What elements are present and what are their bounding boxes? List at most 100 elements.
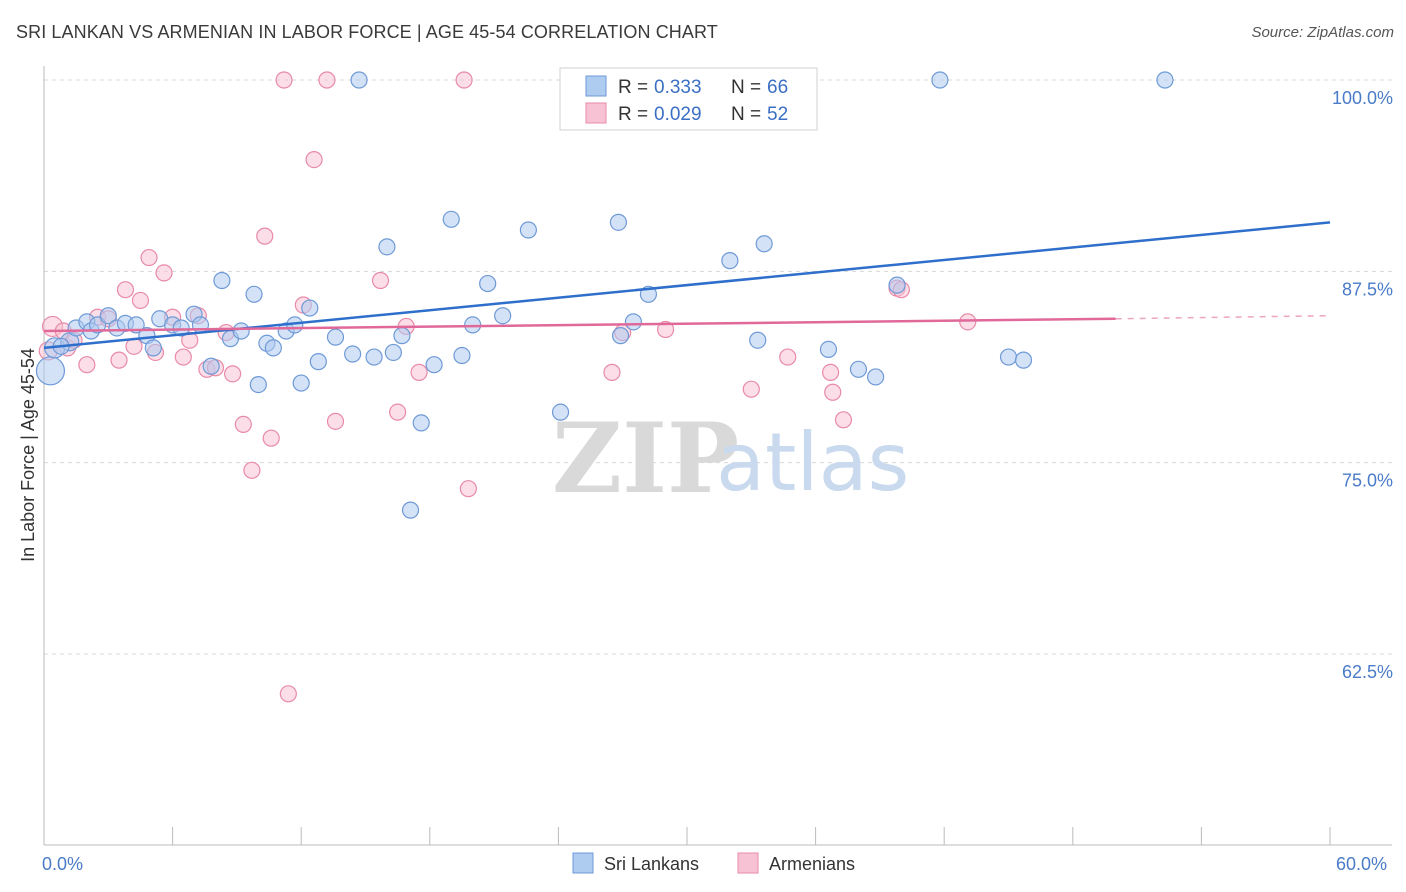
sri-lankan-point-42 [453,346,471,365]
sri-lankan-point-34 [365,348,383,366]
sri-lankan-point-25 [264,339,282,357]
sri-lankan-point-29 [301,299,319,317]
sri-lankan-point-31 [326,328,345,346]
legend-swatch-blue [585,75,607,97]
sri-lankan-point-55 [755,235,773,253]
legend-n-value-blue: 66 [767,77,788,98]
bottom-legend-swatch-pink [737,852,759,874]
armenian-point-48 [834,411,853,429]
sri-lankan-point-38 [401,501,420,519]
armenian-point-42 [656,320,675,339]
sri-lankan-point-53 [721,252,739,270]
legend: R = 0.333 N = 66 R = 0.029 N = 52 [559,67,818,131]
armenian-point-50 [959,313,977,331]
axes [43,66,1392,846]
armenian-point-33 [371,271,390,290]
sri-lankan-point-50 [611,327,630,345]
armenian-point-46 [822,363,840,381]
armenian-point-34 [389,403,407,421]
sri-lankan-point-32 [344,345,362,363]
armenian-point-25 [256,227,274,245]
sri-lankan-point-30 [309,353,327,371]
armenian-point-16 [174,348,192,366]
sri-lankan-point-49 [609,213,628,231]
source-credit: Source: ZipAtlas.com [1251,24,1394,41]
sri-lankan-point-22 [245,285,263,303]
x-tick-label-max: 60.0% [1336,854,1387,874]
bottom-legend-armenians: Armenians [769,854,855,874]
sri-lankan-point-12 [144,339,162,357]
sri-lankan-point-7 [99,307,117,325]
armenian-point-40 [603,363,621,381]
armenian-point-22 [224,365,242,383]
sri-lankan-point-59 [867,368,885,386]
sri-lankans-trend-line [43,221,1331,350]
bottom-legend: Sri Lankans Armenians [572,852,855,874]
sri-lankan-point-36 [384,343,402,362]
armenian-point-26 [262,429,280,447]
sri-lankan-point-64 [1156,71,1174,89]
armenian-point-28 [279,685,297,703]
sri-lankan-point-18 [202,357,220,375]
legend-n-value-pink: 52 [767,104,788,125]
watermark-atlas: atlas [716,416,909,509]
sri-lankan-point-62 [999,348,1018,366]
legend-n-label-pink: N = [731,104,761,125]
sri-lankan-point-39 [412,414,430,432]
armenian-point-30 [305,150,323,169]
legend-n-label-blue: N = [731,77,761,98]
watermark: ZIP atlas [552,402,909,515]
sri-lankan-point-21 [232,322,250,340]
armenian-point-24 [243,461,261,479]
sri-lankan-point-0 [35,356,66,386]
armenian-point-27 [275,71,293,89]
armenian-point-47 [824,383,842,401]
armenian-point-8 [110,351,128,369]
armenian-point-32 [326,412,345,430]
sri-lankan-point-23 [249,376,267,394]
chart-title: SRI LANKAN VS ARMENIAN IN LABOR FORCE | … [16,22,718,42]
armenian-point-9 [116,281,135,299]
sri-lankan-point-51 [624,313,643,331]
armenian-point-12 [140,248,158,267]
armenians-points [38,71,977,703]
sri-lankan-point-15 [172,319,190,337]
armenian-point-43 [742,380,760,398]
x-tick-label-min: 0.0% [42,854,83,874]
sri-lankan-point-44 [479,274,497,293]
armenians-trend-extension [1115,314,1331,320]
sri-lankan-point-58 [849,360,868,378]
sri-lankan-point-46 [519,221,537,239]
armenian-point-17 [181,331,199,349]
legend-swatch-pink [585,102,607,124]
sri-lankan-point-60 [888,276,906,294]
watermark-zip: ZIP [552,402,739,515]
sri-lankan-point-57 [819,340,838,358]
sri-lankan-point-47 [551,403,570,421]
sri-lankan-point-19 [213,271,231,290]
x-ticks [43,827,1331,845]
bottom-legend-sri-lankans: Sri Lankans [604,854,699,874]
armenian-point-36 [410,363,428,381]
y-tick-label-2: 75.0% [1342,471,1393,491]
armenian-point-23 [234,415,252,433]
y-axis-label: In Labor Force | Age 45-54 [18,348,38,562]
sri-lankan-point-45 [494,307,512,325]
sri-lankan-point-63 [1014,351,1033,369]
armenians-trend-line [43,317,1116,333]
sri-lankan-point-40 [425,356,443,374]
sri-lankan-point-37 [393,327,411,345]
gridlines [44,79,1392,655]
y-tick-label-3: 62.5% [1342,662,1393,682]
trend-lines [43,221,1331,350]
armenian-point-11 [131,291,150,310]
armenian-point-5 [78,356,96,374]
sri-lankan-point-28 [292,374,310,392]
armenian-point-14 [155,264,173,282]
sri-lankan-point-54 [749,331,767,349]
armenian-point-38 [459,480,477,498]
sri-lankan-point-61 [931,71,949,89]
y-tick-label-0: 100.0% [1332,88,1393,108]
y-tick-labels: 100.0% 87.5% 75.0% 62.5% [1332,88,1393,682]
